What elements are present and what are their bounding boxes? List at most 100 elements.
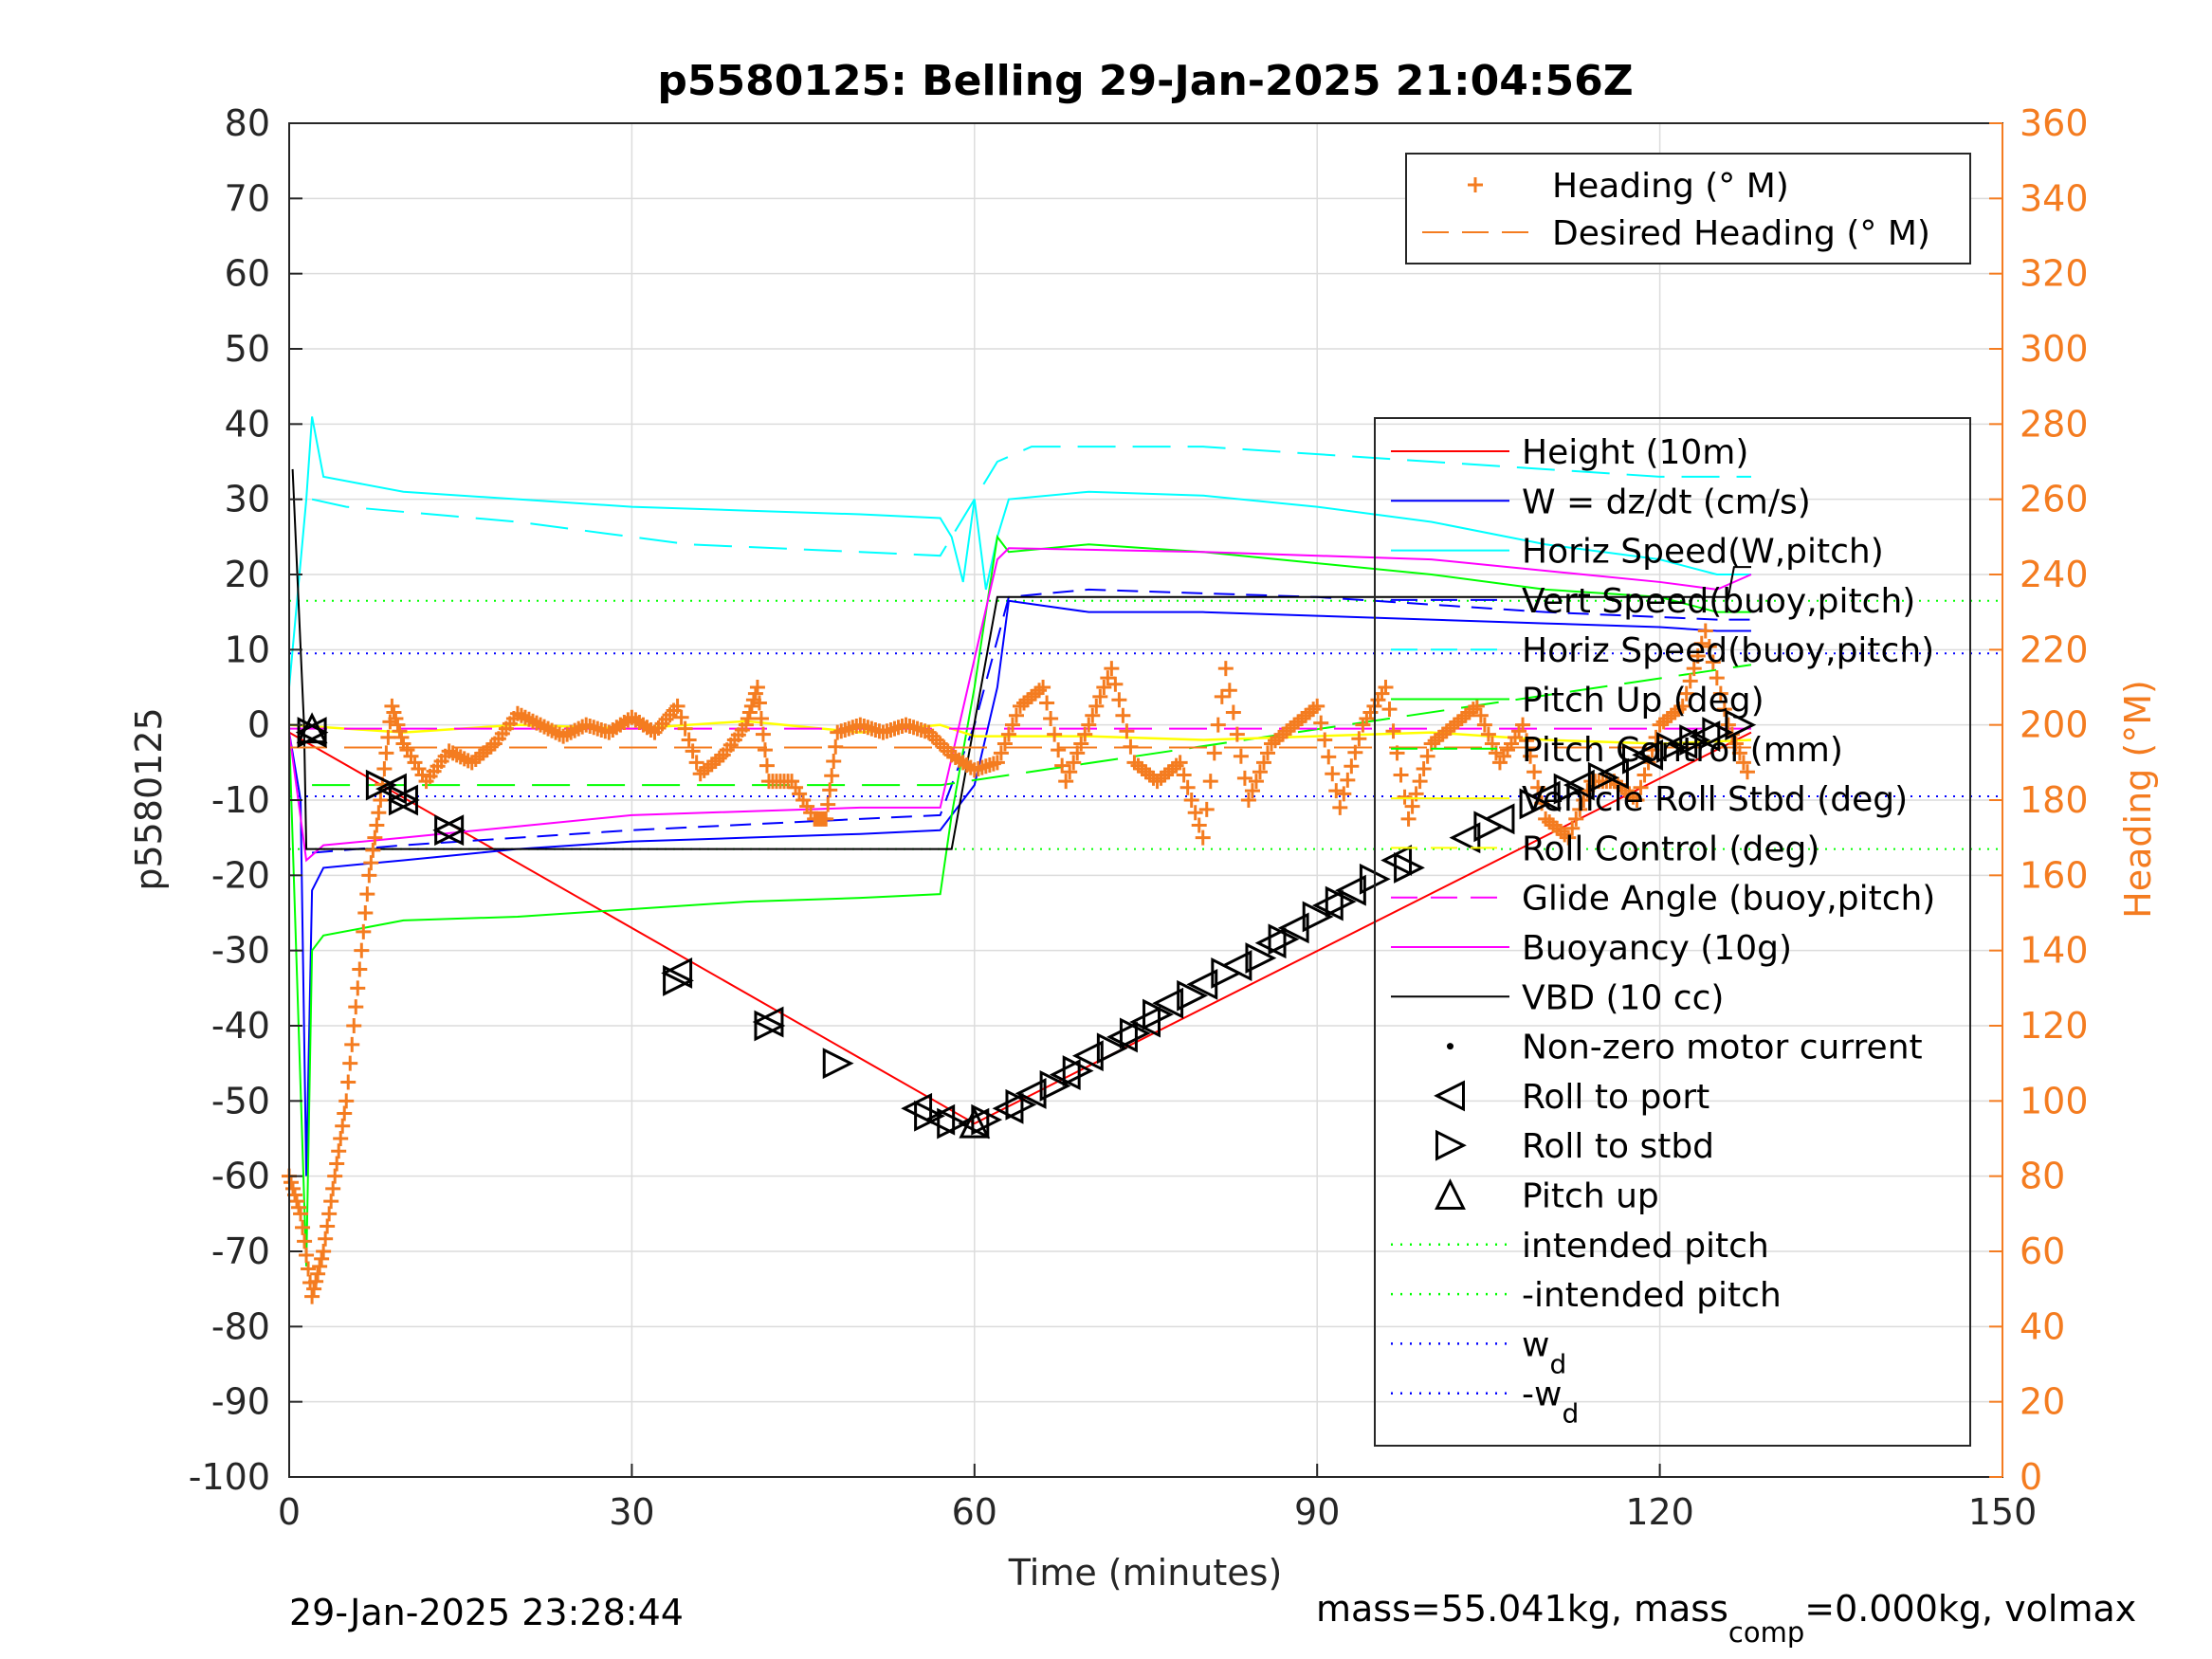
marker-roll-to-port [1563,769,1595,801]
heading-point [1043,711,1059,727]
marker-roll-to-stbd [388,784,420,816]
y-tick-label: 70 [225,177,270,219]
heading-point [824,768,840,784]
heading-point [932,736,948,752]
heading-point [380,729,396,745]
legend-main-label: Pitch Control (mm) [1522,731,1843,770]
heading-point [1195,830,1211,846]
marker-roll-to-port [1666,728,1698,759]
heading-point [337,1105,353,1121]
heading-point [312,1258,328,1274]
heading-point [1378,680,1394,695]
legend-heading: Heading (° M) Desired Heading (° M) [1405,153,1971,264]
heading-point [1701,639,1717,655]
heading-point [1705,654,1721,670]
heading-point [1674,698,1691,714]
heading-point [1210,717,1226,733]
y2-tick-label: 80 [2020,1156,2065,1197]
heading-point [293,1206,309,1222]
heading-point [820,796,836,812]
series-vert-speed-buoy-pitch [312,588,1751,854]
heading-point [1202,774,1218,790]
heading-point [1172,755,1188,771]
legend-main-label: Vert Speed(buoy,pitch) [1522,582,1915,621]
legend-main-label-text: Non-zero motor current [1522,1029,1923,1067]
legend-main-label-text: Buoyancy (10g) [1522,929,1792,968]
heading-point [1096,680,1112,695]
series-buoyancy-10g [288,547,1752,863]
heading-point [1255,755,1271,771]
heading-point [1107,676,1124,692]
heading-point [993,745,1009,761]
heading-point [333,1131,349,1146]
y2-tick-label: 20 [2020,1381,2065,1423]
marker-roll-to-port [1254,927,1287,959]
y-tick-label: -60 [211,1156,270,1197]
series-horiz-speed-w-pitch [288,416,1751,688]
heading-point [1206,745,1222,761]
series-layer [282,416,1755,1304]
marker-roll-to-stbd [1268,923,1300,956]
heading-point [1035,680,1051,695]
marker-roll-to-stbd [1622,742,1654,775]
marker-roll-to-port [992,1092,1024,1124]
heading-point [297,1233,313,1249]
heading-point [320,1218,336,1234]
marker-roll-to-port [1689,720,1721,752]
heading-point [1419,748,1435,764]
heading-point [1325,766,1341,782]
x-tick-label: 90 [1294,1491,1340,1533]
heading-point [1092,688,1108,704]
y2-tick-label: 100 [2020,1080,2089,1121]
heading-point [688,755,704,771]
legend-main-label: Roll to stbd [1522,1127,1714,1166]
legend-main-label-text: Pitch up [1522,1177,1659,1216]
footer-timestamp: 29-Jan-2025 23:28:44 [289,1592,684,1633]
heading-point [1236,770,1252,786]
marker-roll-to-port [661,957,693,989]
y-tick-label: -80 [211,1305,270,1347]
heading-point [1081,717,1097,733]
legend-main-label-sub: d [1562,1398,1579,1430]
legend-main-label: Roll to port [1522,1078,1709,1117]
heading-point [1561,830,1577,846]
legend-tri-left-glyph [1434,1080,1465,1112]
y-tick-label: -30 [211,930,270,972]
heading-point [757,742,773,758]
y-tick-label: 20 [225,554,270,595]
heading-point [1712,685,1728,702]
heading-point [329,1156,345,1172]
heading-point [318,1231,334,1247]
heading-point [308,1273,324,1289]
legend-main-label: W = dz/dt (cm/s) [1522,483,1811,521]
heading-point [749,680,765,695]
heading-point [928,732,944,748]
marker-roll-to-stbd [1245,942,1277,975]
y-tick-label: 30 [225,479,270,520]
heading-point [1313,715,1329,731]
heading-point [1252,764,1268,780]
heading-point [1515,717,1531,733]
heading-point [1008,707,1024,723]
heading-point [1088,698,1105,714]
heading-point [1187,805,1203,821]
heading-point [301,1261,317,1277]
heading-point [1716,702,1732,718]
heading-point [1469,698,1485,714]
marker-roll-to-stbd [297,717,329,749]
heading-point [1229,726,1245,742]
y2-tick-label: 280 [2020,403,2089,445]
marker-roll-to-stbd [1062,1055,1094,1087]
legend-main-label-text: Height (10m) [1522,433,1748,472]
chart-title: p5580125: Belling 29-Jan-2025 21:04:56Z [657,57,1633,105]
heading-point [1739,764,1755,780]
heading-point [1062,764,1078,780]
heading-point [1244,783,1260,799]
heading-point [314,1250,330,1267]
marker-roll-to-stbd [914,1100,945,1132]
legend-main-label-text: Glide Angle (buoy,pitch) [1522,880,1935,919]
y2-tick-label: 200 [2020,704,2089,746]
marker-roll-to-port [1015,1077,1047,1109]
heading-point [1176,767,1192,783]
